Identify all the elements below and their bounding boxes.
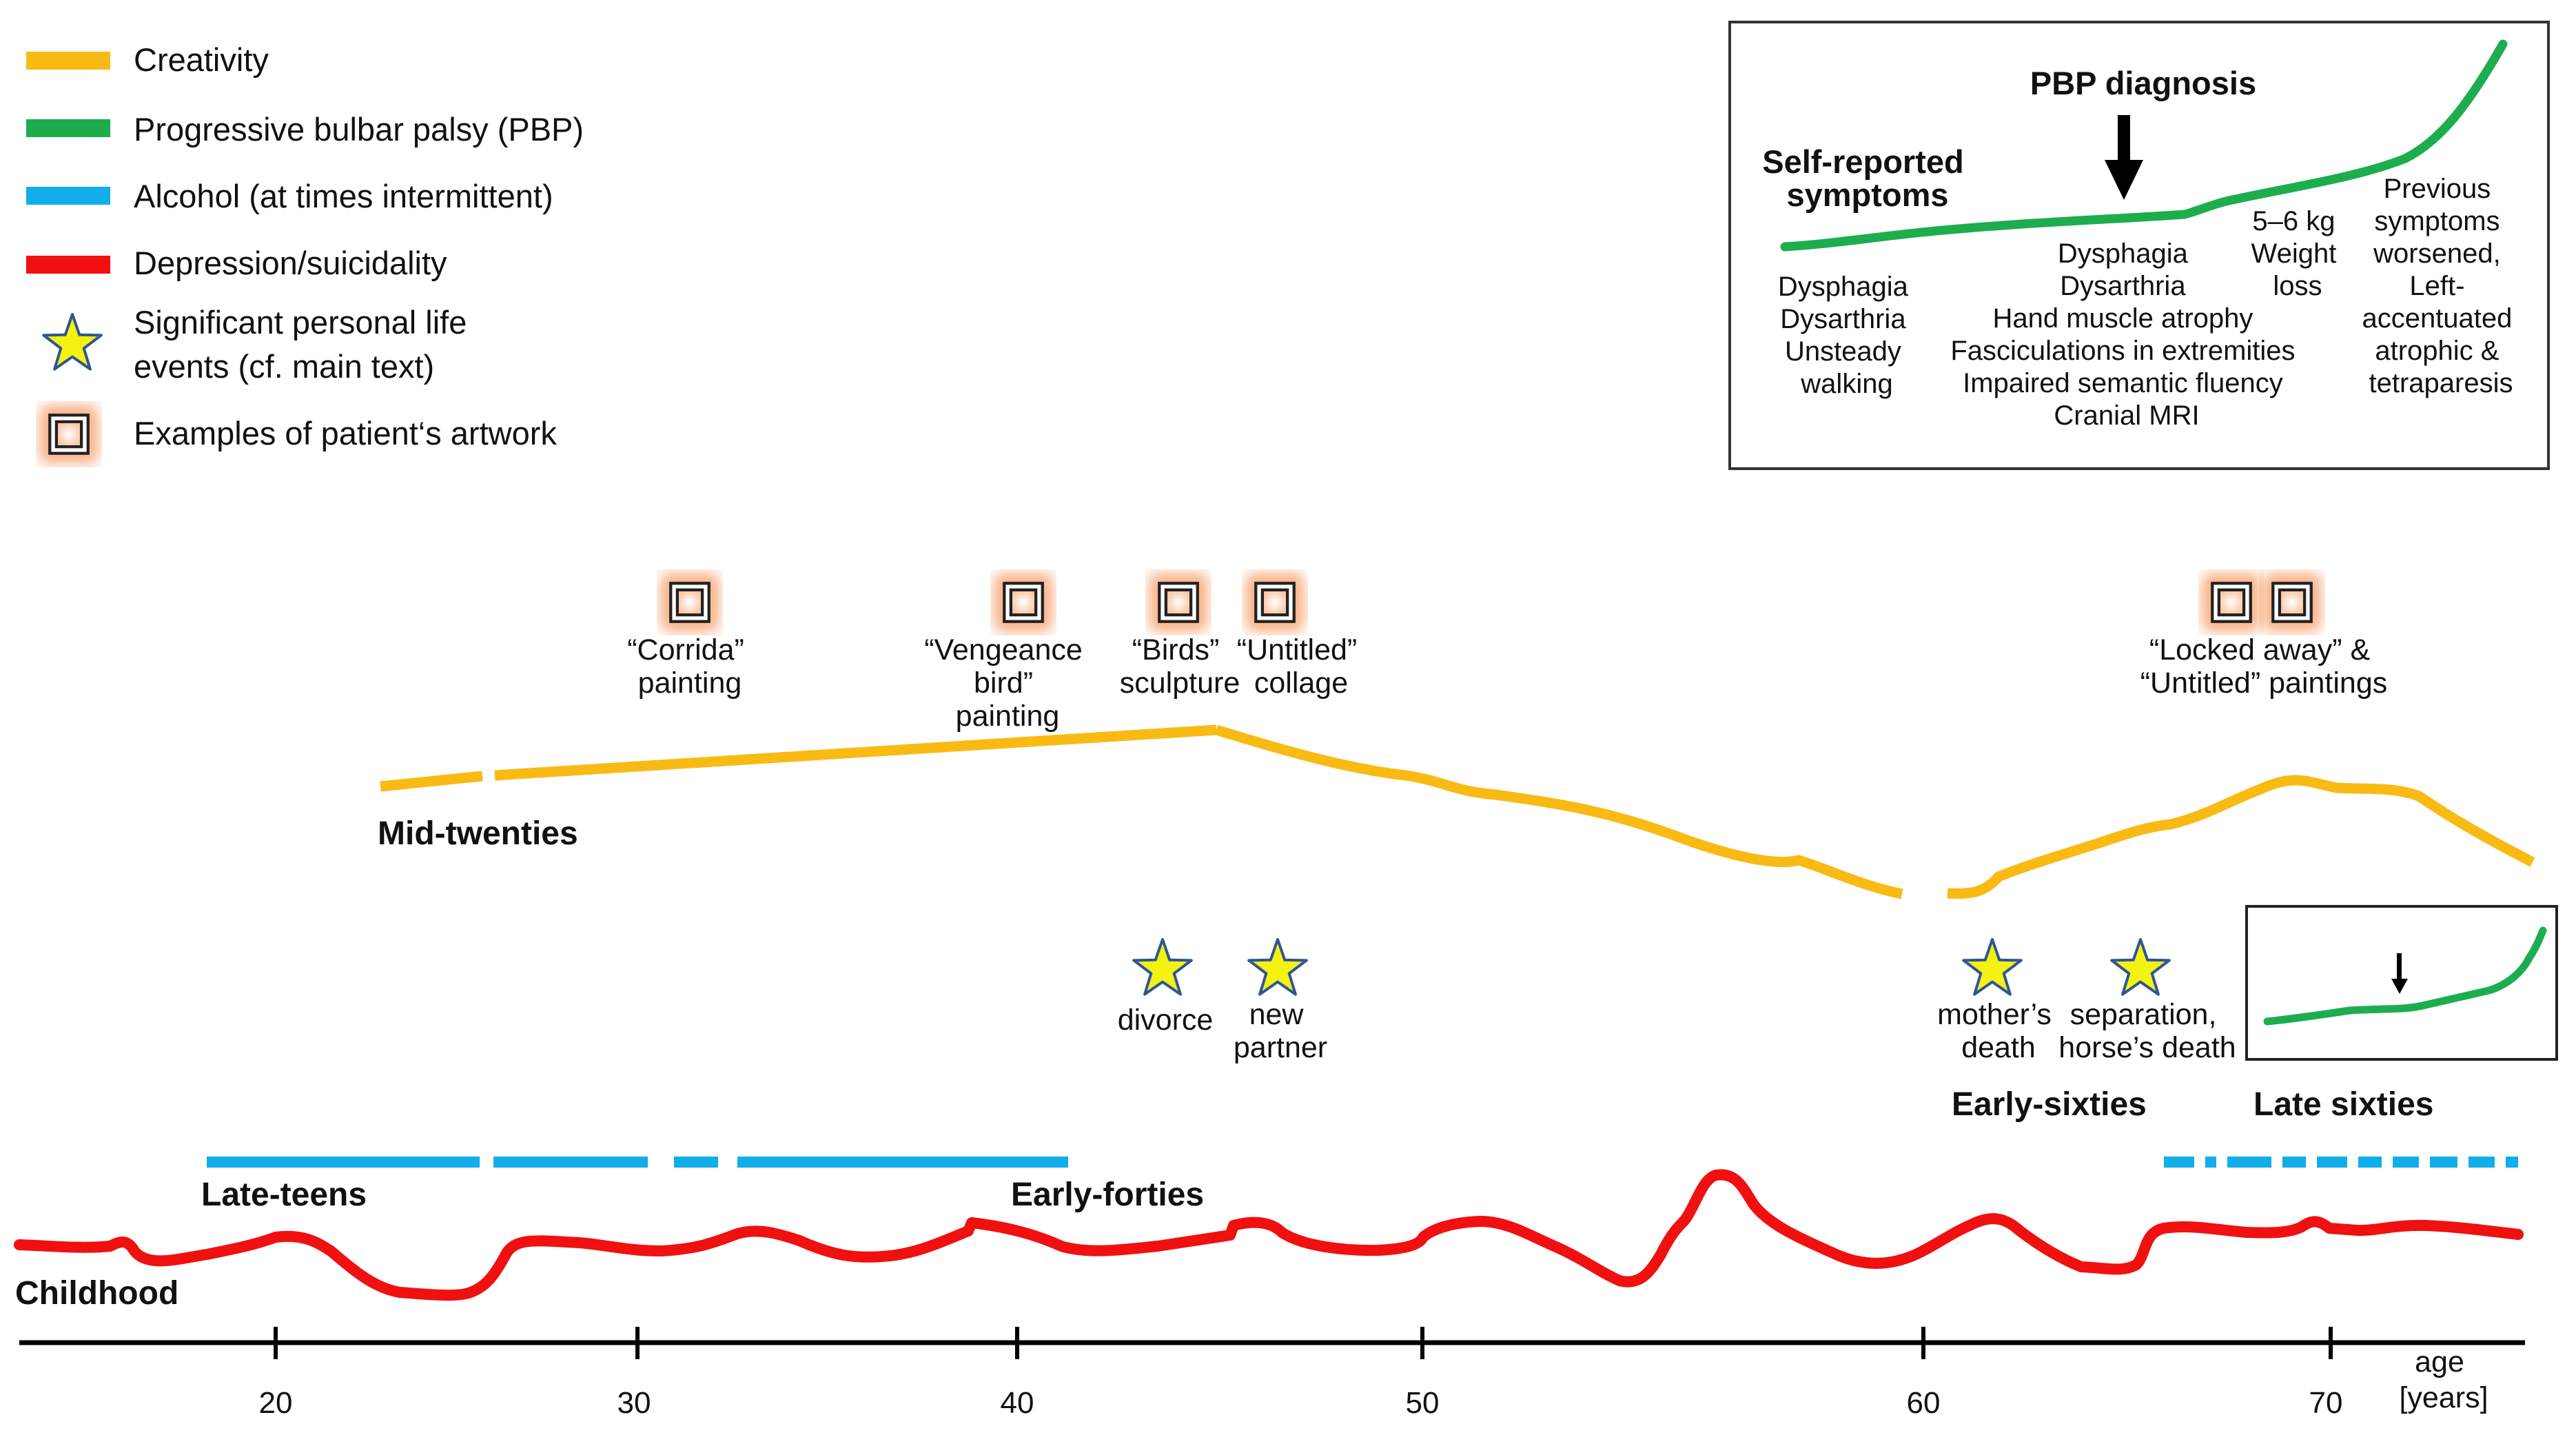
artwork-untitled-paintings-icon [2262,573,2321,631]
event-mothers-death-star-icon [1962,938,2023,996]
period-childhood: Childhood [15,1275,178,1312]
legend-star-icon [42,313,103,371]
event-new-partner-star-icon [1247,938,1308,996]
depression-line [14,1169,2524,1301]
axis-unit-label: age [years] [2399,1345,2488,1414]
artwork-corrida-caption: “Corrida” painting [627,633,753,700]
event-divorce-label: divorce [1118,1004,1214,1037]
artwork-birds-caption: “Birds” sculpture [1120,633,1240,700]
late-symptoms-list: Previous symptoms worsened, Left- accent… [2362,174,2519,398]
legend-alcohol-label: Alcohol (at times intermittent) [134,178,553,214]
period-early-forties: Early-forties [1011,1177,1204,1213]
legend-events-label-1: Significant personal life [134,304,467,340]
pbp-inset: PBP diagnosis Self-reported symptoms Dys… [1728,21,2550,470]
axis-tick-label-70: 70 [2309,1386,2343,1420]
life-events: divorce new partner mother’s death separ… [1118,938,2236,1064]
pbp-diagnosis-title: PBP diagnosis [2030,65,2256,101]
period-late-sixties: Late sixties [2253,1086,2433,1123]
legend: Creativity Progressive bulbar palsy (PBP… [26,41,584,464]
legend-artwork-icon [39,405,98,463]
pbp-mini-arrow-icon [2391,953,2408,994]
pbp-mini-inset [2245,905,2558,1061]
event-divorce-star-icon [1132,938,1193,996]
period-labels: Mid-twenties Late-teens Early-forties Ea… [15,815,2433,1312]
pbp-mini-course-line [2263,926,2547,1026]
legend-pbp-label: Progressive bulbar palsy (PBP) [134,111,584,147]
axis-tick-label-60: 60 [1907,1386,1941,1420]
artwork-late-caption: “Locked away” & “Untitled” paintings [2140,633,2388,700]
diagnosis-arrow-icon [2105,115,2143,200]
self-reported-title: Self-reported symptoms [1762,143,1973,213]
creativity-line [380,724,2535,899]
period-late-teens: Late-teens [201,1177,367,1213]
artwork-untitled-collage-caption: “Untitled” collage [1237,633,1365,700]
artwork-vengeance-bird-icon [994,573,1052,631]
age-axis: 20 30 40 50 60 70 age [years] [19,1327,2525,1420]
artwork-locked-away-icon [2202,573,2260,631]
weight-loss-note: 5–6 kg Weight loss [2251,206,2344,301]
legend-creativity-label: Creativity [134,41,269,78]
early-symptoms-list: Dysphagia Dysarthria Unsteady walking [1778,272,1916,399]
axis-tick-label-30: 30 [617,1386,651,1420]
legend-events-label-2: events (cf. main text) [134,348,434,385]
legend-depression-label: Depression/suicidality [134,245,447,281]
period-mid-twenties: Mid-twenties [378,815,578,852]
event-new-partner-label: new partner [1234,998,1327,1064]
artwork-corrida-icon [660,573,719,631]
period-early-sixties: Early-sixties [1952,1086,2147,1123]
diagnosis-findings-list: Dysphagia Dysarthria Hand muscle atrophy… [1950,238,2302,431]
artwork-birds-icon [1149,573,1207,631]
pbp-course-line [1780,39,2508,252]
artwork-vengeance-bird-caption: “Vengeance bird” painting [924,633,1090,733]
axis-tick-label-40: 40 [1001,1386,1034,1420]
event-separation-star-icon [2110,938,2171,996]
event-separation-label: separation, horse’s death [2058,998,2236,1064]
artwork-markers: “Corrida” painting “Vengeance bird” pain… [627,573,2387,733]
legend-artwork-label: Examples of patient‘s artwork [134,415,557,451]
event-mothers-death-label: mother’s death [1937,998,2060,1064]
artwork-untitled-collage-icon [1245,573,1304,631]
pbp-inset-frame [1728,21,2550,470]
axis-tick-label-50: 50 [1406,1386,1440,1420]
axis-tick-label-20: 20 [259,1386,293,1420]
